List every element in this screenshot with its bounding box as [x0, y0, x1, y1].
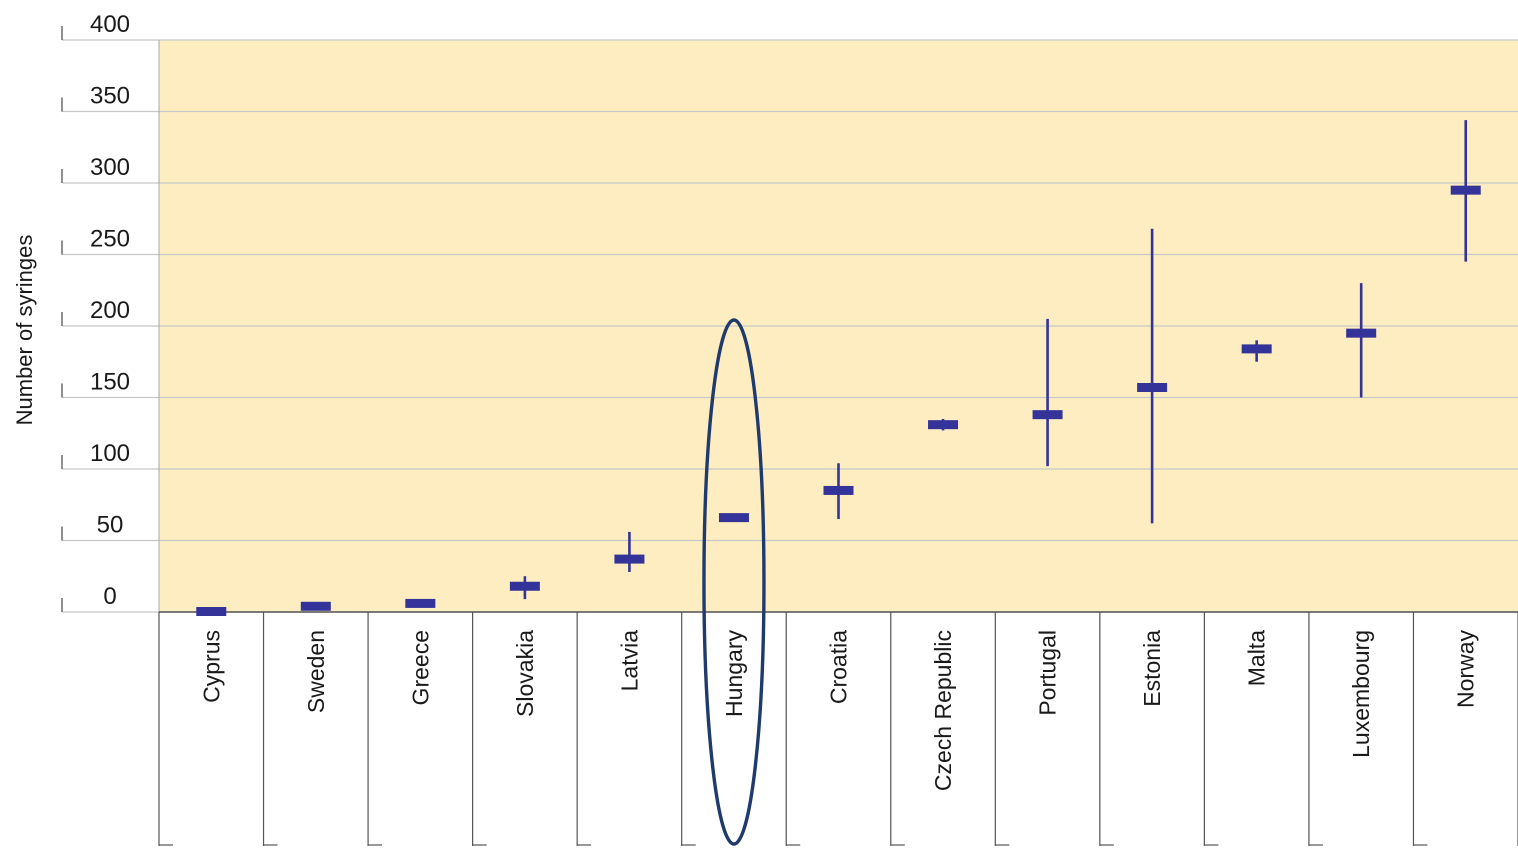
y-tick-label: 350	[90, 83, 130, 110]
y-tick-label: 100	[90, 440, 130, 467]
y-tick-label: 0	[103, 583, 116, 610]
category-label: Croatia	[826, 630, 852, 704]
category-label: Cyprus	[198, 630, 224, 703]
category-label: Malta	[1244, 630, 1270, 686]
median-bar	[1450, 185, 1481, 195]
median-bar	[823, 485, 854, 495]
category-axis: Cyprus Sweden Greece Slovakia Latvia Hungary C…	[158, 611, 1518, 846]
median-bar	[1032, 410, 1063, 420]
y-tick-label: 250	[90, 226, 130, 253]
median-bar	[1137, 382, 1168, 392]
median-bar	[928, 420, 959, 430]
median-bar	[196, 607, 227, 616]
y-tick-label: 150	[90, 369, 130, 396]
category-label: Greece	[407, 630, 433, 705]
median-bar	[718, 513, 749, 523]
category-label: Estonia	[1139, 630, 1165, 707]
y-tick-label: 50	[97, 512, 124, 539]
y-tick-label: 200	[90, 297, 130, 324]
category-label: Latvia	[616, 630, 642, 692]
category-label: Luxembourg	[1348, 630, 1374, 758]
median-bar	[1346, 328, 1377, 338]
median-bar	[614, 554, 645, 564]
category-label: Portugal	[1035, 630, 1061, 716]
y-axis-ticks: 0 50 100 150 200 250 300 350 400	[61, 11, 130, 612]
category-label: Czech Republic	[930, 630, 956, 791]
category-label: Norway	[1453, 630, 1479, 708]
highlight-ellipse	[702, 318, 766, 846]
data-marks	[196, 120, 1481, 616]
category-label: Hungary	[721, 630, 747, 717]
median-bar	[300, 601, 331, 611]
y-axis-title: Number of syringes	[12, 235, 37, 426]
median-bar	[405, 598, 436, 608]
highlight-layer	[702, 318, 766, 846]
y-tick-label: 300	[90, 154, 130, 181]
grid-lines	[62, 39, 1518, 613]
y-tick-label: 400	[90, 11, 130, 38]
category-label: Slovakia	[512, 630, 538, 717]
median-bar	[1241, 344, 1272, 354]
median-bar	[509, 581, 540, 591]
category-label: Sweden	[303, 630, 329, 713]
